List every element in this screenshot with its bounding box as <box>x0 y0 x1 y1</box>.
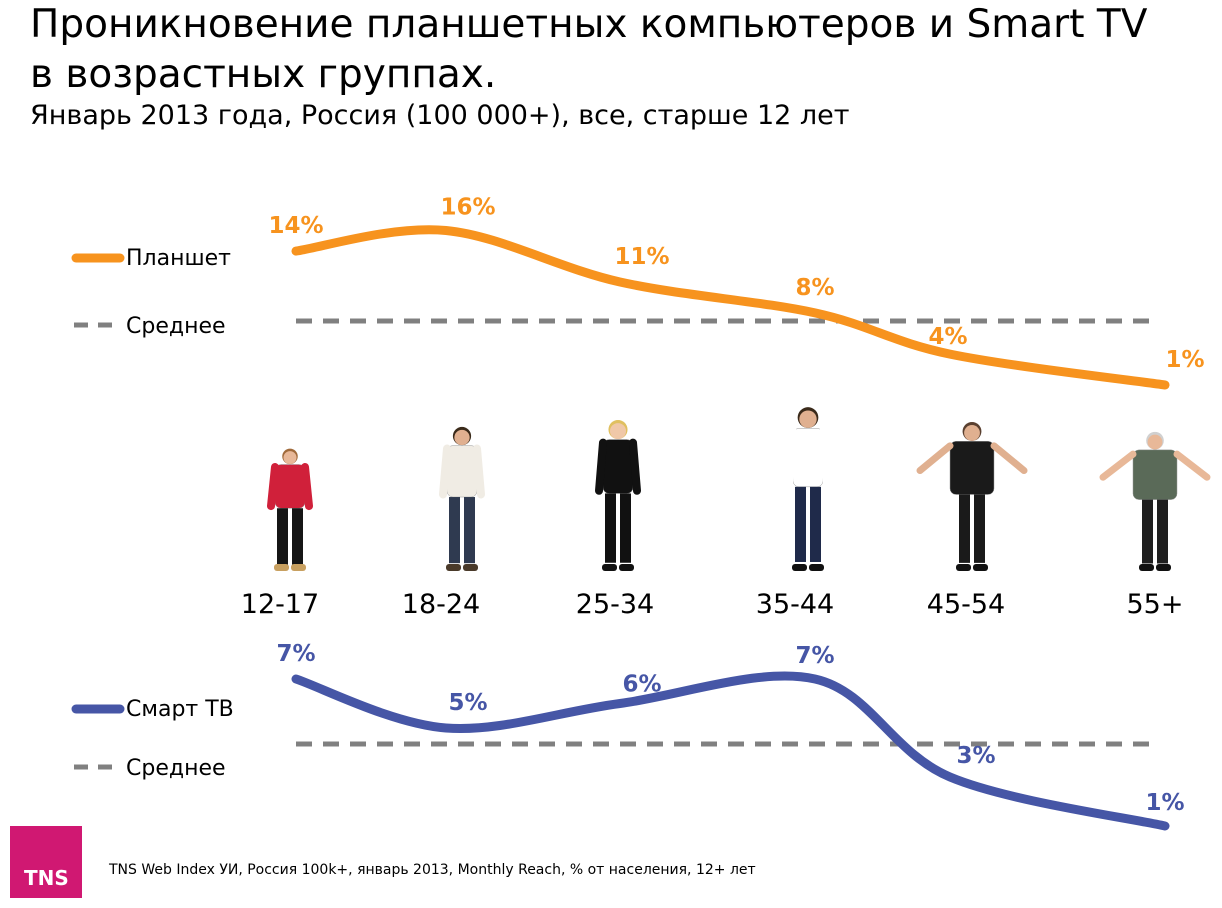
age-category-label: 12-17 <box>241 589 319 620</box>
legend-tablet: Планшет Среднее <box>71 246 231 339</box>
tablet-series-line <box>291 225 1170 390</box>
smart-tv-data-label: 6% <box>622 672 661 698</box>
senior-man-figure <box>1099 431 1211 571</box>
seated-man-figure <box>916 421 1028 571</box>
age-category-label: 55+ <box>1127 589 1184 620</box>
smart-tv-data-label: 1% <box>1145 790 1184 816</box>
legend-tablet-average-label: Среднее <box>126 314 226 339</box>
tablet-data-label: 14% <box>268 213 323 239</box>
legend-smart-tv: Смарт ТВ Среднее <box>71 697 234 781</box>
tablet-data-label: 11% <box>614 244 669 270</box>
smart-tv-data-label: 7% <box>795 643 834 669</box>
tablet-data-label: 1% <box>1165 347 1204 373</box>
teen-girl-figure <box>267 448 313 571</box>
young-man-figure <box>439 426 485 571</box>
age-category-label: 35-44 <box>756 589 834 620</box>
smart-tv-data-label: 5% <box>448 690 487 716</box>
tablet-data-label: 8% <box>795 275 834 301</box>
tablet-data-label: 16% <box>440 195 495 221</box>
age-category-label: 18-24 <box>402 589 480 620</box>
business-man-figure <box>785 407 831 571</box>
age-category-label: 25-34 <box>576 589 654 620</box>
age-category-label: 45-54 <box>927 589 1005 620</box>
legend-smart-tv-average-label: Среднее <box>126 756 226 781</box>
smart-tv-series-line <box>291 671 1170 831</box>
smart-tv-data-label: 3% <box>956 743 995 769</box>
legend-tablet-label: Планшет <box>126 246 231 271</box>
tns-logo: TNS <box>10 826 82 898</box>
chart-subtitle: Январь 2013 года, Россия (100 000+), все… <box>30 100 850 131</box>
chart-title: Проникновение планшетных компьютеров и S… <box>30 2 1148 97</box>
tns-logo-text: TNS <box>24 866 69 890</box>
legend-smart-tv-label: Смарт ТВ <box>126 697 234 722</box>
tablet-data-label: 4% <box>928 324 967 350</box>
smart-tv-data-label: 7% <box>276 641 315 667</box>
footnote: TNS Web Index УИ, Россия 100k+, январь 2… <box>109 862 756 878</box>
business-woman-figure <box>595 420 641 571</box>
